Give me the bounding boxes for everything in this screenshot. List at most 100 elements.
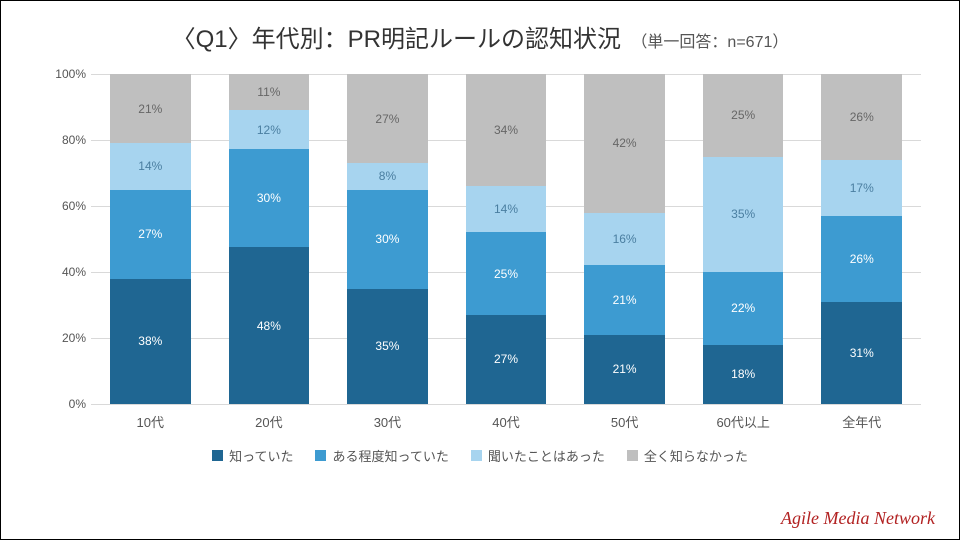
legend: 知っていた ある程度知っていた 聞いたことはあった 全く知らなかった: [41, 446, 919, 465]
segment-value-label: 35%: [375, 339, 399, 353]
y-tick-label: 0%: [41, 397, 86, 411]
segment-value-label: 27%: [375, 112, 399, 126]
segment-value-label: 30%: [257, 191, 281, 205]
segment-value-label: 18%: [731, 367, 755, 381]
x-tick-label: 30代: [374, 412, 401, 431]
segment-value-label: 22%: [731, 301, 755, 315]
bar-segment: 26%: [821, 74, 902, 160]
bars-container: 38%27%14%21%10代48%30%12%11%20代35%30%8%27…: [91, 74, 921, 404]
x-tick-label: 20代: [255, 412, 282, 431]
bar-segment: 35%: [703, 157, 784, 273]
bar-segment: 31%: [821, 302, 902, 404]
segment-value-label: 34%: [494, 123, 518, 137]
segment-value-label: 25%: [731, 108, 755, 122]
y-tick-label: 20%: [41, 331, 86, 345]
y-tick-label: 80%: [41, 133, 86, 147]
y-tick-label: 60%: [41, 199, 86, 213]
legend-label: ある程度知っていた: [332, 446, 448, 465]
bar-segment: 38%: [110, 279, 191, 404]
segment-value-label: 27%: [138, 227, 162, 241]
bar-segment: 17%: [821, 160, 902, 216]
bar-segment: 22%: [703, 272, 784, 345]
title-row: 〈Q1〉年代別：PR明記ルールの認知状況 （単一回答：n=671）: [41, 19, 919, 54]
bar-segment: 34%: [466, 74, 547, 186]
bar-column: 18%22%35%25%60代以上: [684, 74, 803, 404]
stacked-bar: 48% 30% 12% 11%: [229, 74, 310, 404]
segment-value-label: 12%: [257, 123, 281, 137]
legend-swatch: [627, 450, 638, 461]
plot-region: 0%20%40%60%80%100% 38%27%14%21%10代48%30%…: [91, 74, 921, 404]
legend-label: 知っていた: [229, 446, 293, 465]
bar-segment: 21%: [110, 74, 191, 143]
x-tick-label: 50代: [611, 412, 638, 431]
bar-segment: 42%: [584, 74, 665, 213]
chart-subtitle: （単一回答：n=671）: [631, 34, 788, 51]
bar-segment: 48%: [229, 247, 310, 404]
x-tick-label: 40代: [492, 412, 519, 431]
bar-segment: 27%: [110, 190, 191, 279]
legend-item: 全く知らなかった: [627, 446, 748, 465]
x-tick-label: 全年代: [842, 412, 881, 431]
bar-segment: 14%: [110, 143, 191, 189]
stacked-bar: 27% 25% 14% 34%: [466, 74, 547, 404]
segment-value-label: 14%: [494, 202, 518, 216]
bar-column: 48%30%12%11%20代: [210, 74, 329, 404]
bar-segment: 8%: [347, 163, 428, 189]
bar-segment: 26%: [821, 216, 902, 302]
segment-value-label: 42%: [613, 136, 637, 150]
bar-column: 27%25%14%34%40代: [447, 74, 566, 404]
segment-value-label: 27%: [494, 352, 518, 366]
segment-value-label: 17%: [850, 181, 874, 195]
segment-value-label: 14%: [138, 159, 162, 173]
bar-column: 21%21%16%42%50代: [565, 74, 684, 404]
bar-segment: 35%: [347, 289, 428, 405]
legend-item: ある程度知っていた: [315, 446, 448, 465]
bar-segment: 16%: [584, 213, 665, 266]
bar-segment: 27%: [466, 315, 547, 404]
bar-segment: 21%: [584, 335, 665, 404]
segment-value-label: 21%: [613, 293, 637, 307]
bar-column: 35%30%8%27%30代: [328, 74, 447, 404]
x-tick-label: 60代以上: [716, 412, 769, 431]
segment-value-label: 21%: [613, 362, 637, 376]
bar-segment: 27%: [347, 74, 428, 163]
segment-value-label: 26%: [850, 252, 874, 266]
chart-frame: 〈Q1〉年代別：PR明記ルールの認知状況 （単一回答：n=671） 0% 20% 4…: [0, 0, 960, 540]
segment-value-label: 8%: [379, 169, 396, 183]
y-tick-label: 40%: [41, 265, 86, 279]
gridline: [91, 404, 921, 405]
bar-segment: 30%: [229, 149, 310, 247]
chart-title: 〈Q1〉年代別：PR明記ルールの認知状況: [172, 26, 621, 53]
segment-value-label: 35%: [731, 207, 755, 221]
legend-label: 聞いたことはあった: [488, 446, 605, 465]
legend-label: 全く知らなかった: [644, 446, 748, 465]
stacked-bar: 21% 21% 16% 42%: [584, 74, 665, 404]
legend-swatch: [471, 450, 482, 461]
bar-column: 38%27%14%21%10代: [91, 74, 210, 404]
stacked-bar: 18% 22% 35% 25%: [703, 74, 784, 404]
bar-segment: 18%: [703, 345, 784, 404]
x-tick-label: 10代: [137, 412, 164, 431]
segment-value-label: 31%: [850, 346, 874, 360]
bar-segment: 11%: [229, 74, 310, 110]
bar-segment: 12%: [229, 110, 310, 149]
legend-swatch: [315, 450, 326, 461]
bar-segment: 30%: [347, 190, 428, 289]
stacked-bar: 35% 30% 8% 27%: [347, 74, 428, 404]
segment-value-label: 11%: [257, 85, 280, 99]
legend-item: 聞いたことはあった: [471, 446, 605, 465]
bar-segment: 21%: [584, 265, 665, 334]
legend-item: 知っていた: [212, 446, 293, 465]
stacked-bar: 31% 26% 17% 26%: [821, 74, 902, 404]
segment-value-label: 16%: [613, 232, 637, 246]
chart-area: 0%20%40%60%80%100% 38%27%14%21%10代48%30%…: [41, 74, 921, 434]
legend-swatch: [212, 450, 223, 461]
bar-column: 31%26%17%26%全年代: [802, 74, 921, 404]
segment-value-label: 25%: [494, 267, 518, 281]
segment-value-label: 38%: [138, 334, 162, 348]
segment-value-label: 26%: [850, 110, 874, 124]
bar-segment: 25%: [703, 74, 784, 157]
brand-footer: Agile Media Network: [781, 508, 935, 529]
bar-segment: 14%: [466, 186, 547, 232]
segment-value-label: 48%: [257, 319, 281, 333]
